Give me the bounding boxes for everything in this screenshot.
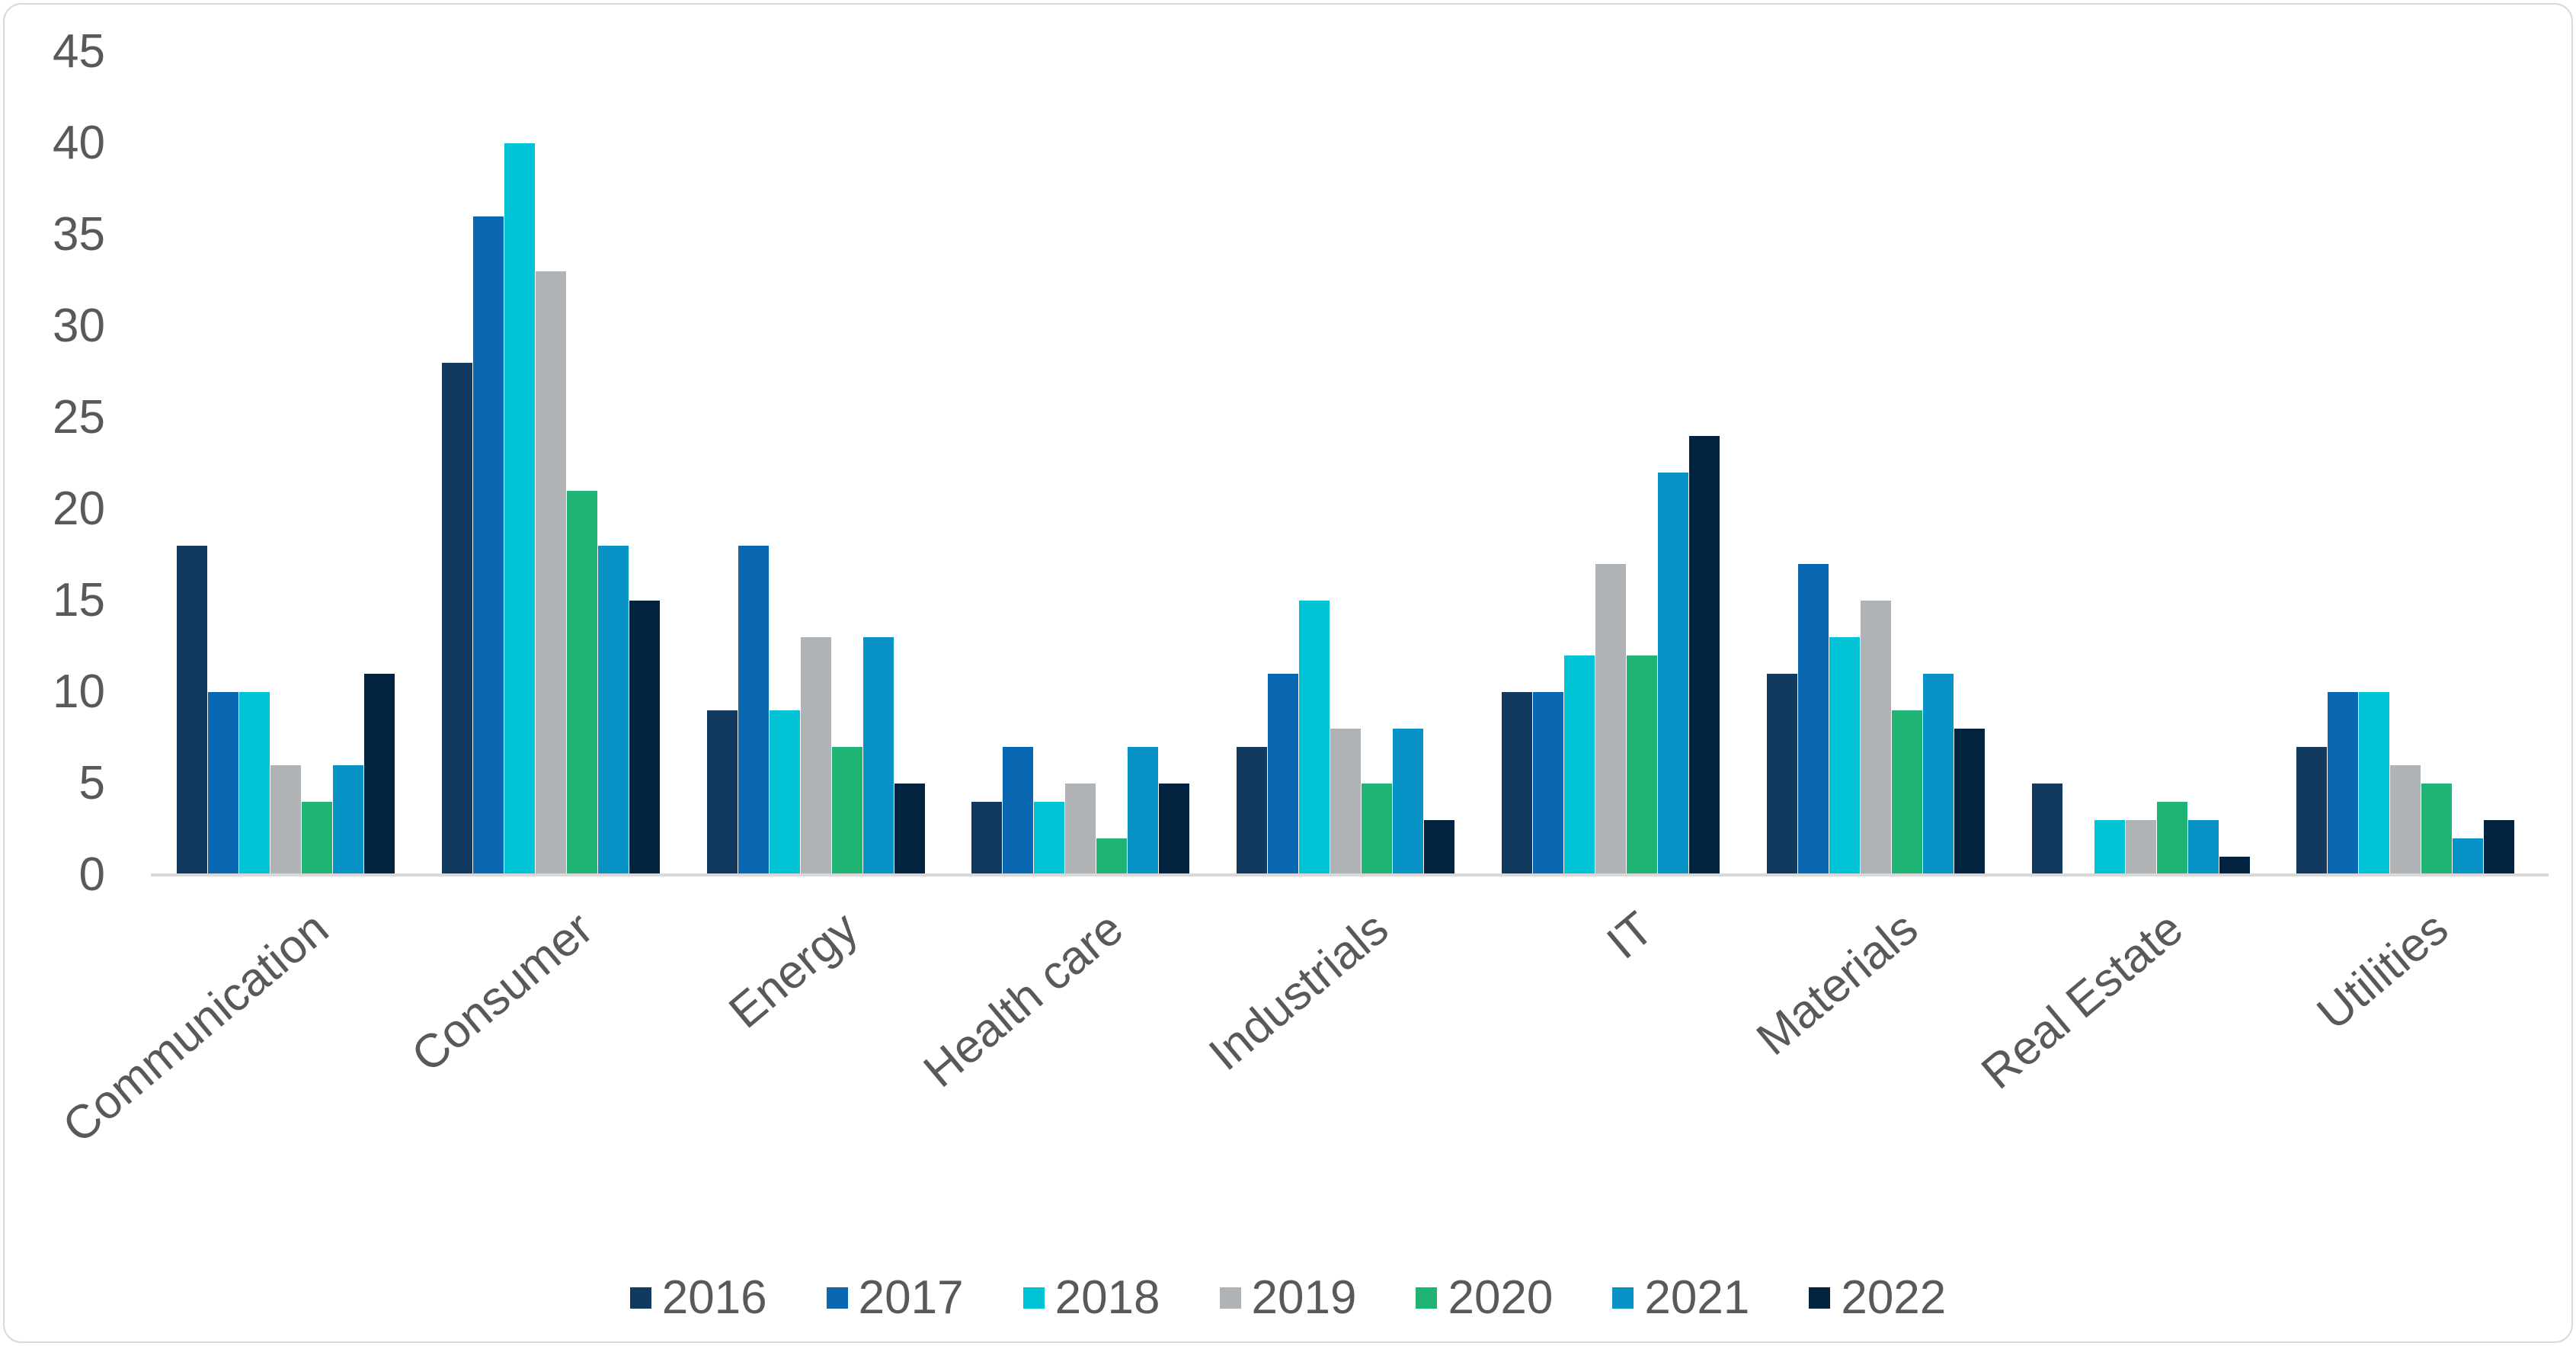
legend-label-2022: 2022 — [1841, 1271, 1947, 1324]
y-tick-label-5: 5 — [78, 757, 105, 809]
bar-utilities-2020[interactable] — [2421, 784, 2452, 873]
legend-label-2017: 2017 — [858, 1271, 964, 1324]
bar-energy-2016[interactable] — [707, 710, 738, 873]
legend-item-2022[interactable]: 2022 — [1809, 1274, 1946, 1322]
y-tick-label-40: 40 — [53, 117, 105, 169]
bar-utilities-2019[interactable] — [2390, 765, 2421, 873]
bar-it-2021[interactable] — [1658, 473, 1688, 873]
bar-health-care-2019[interactable] — [1065, 784, 1096, 873]
bar-real-estate-2016[interactable] — [2032, 784, 2062, 873]
bar-it-2022[interactable] — [1689, 436, 1720, 873]
legend-label-2016: 2016 — [661, 1271, 767, 1324]
y-tick-label-20: 20 — [53, 482, 105, 535]
bar-health-care-2020[interactable] — [1096, 838, 1127, 873]
bar-utilities-2016[interactable] — [2296, 747, 2327, 873]
bar-energy-2017[interactable] — [738, 546, 769, 873]
bar-consumer-2021[interactable] — [598, 546, 629, 873]
bar-energy-2020[interactable] — [832, 747, 862, 873]
bar-communication-2020[interactable] — [302, 802, 332, 873]
bar-communication-2018[interactable] — [239, 692, 270, 873]
legend-swatch-2021 — [1612, 1287, 1634, 1309]
y-tick-label-45: 45 — [53, 25, 105, 78]
y-tick-label-0: 0 — [78, 848, 105, 901]
bar-health-care-2021[interactable] — [1128, 747, 1158, 873]
legend-swatch-2017 — [826, 1287, 848, 1309]
bar-utilities-2022[interactable] — [2484, 820, 2514, 873]
bar-utilities-2017[interactable] — [2328, 692, 2358, 873]
legend-item-2020[interactable]: 2020 — [1416, 1274, 1553, 1322]
y-tick-label-30: 30 — [53, 300, 105, 352]
bar-it-2017[interactable] — [1533, 692, 1563, 873]
legend-swatch-2020 — [1416, 1287, 1438, 1309]
legend-swatch-2022 — [1809, 1287, 1831, 1309]
bar-communication-2022[interactable] — [364, 674, 395, 873]
bar-it-2016[interactable] — [1502, 692, 1532, 873]
bar-energy-2022[interactable] — [894, 784, 925, 873]
bar-consumer-2016[interactable] — [442, 363, 472, 873]
bar-utilities-2021[interactable] — [2453, 838, 2483, 873]
bar-consumer-2018[interactable] — [504, 143, 535, 873]
bar-materials-2021[interactable] — [1923, 674, 1954, 873]
y-tick-label-25: 25 — [53, 391, 105, 444]
y-tick-label-10: 10 — [53, 665, 105, 718]
bar-energy-2019[interactable] — [801, 637, 831, 873]
bar-industrials-2019[interactable] — [1330, 729, 1361, 873]
bar-materials-2019[interactable] — [1861, 601, 1891, 873]
bar-energy-2018[interactable] — [770, 710, 800, 873]
bar-utilities-2018[interactable] — [2359, 692, 2389, 873]
bar-materials-2016[interactable] — [1767, 674, 1797, 873]
bar-health-care-2016[interactable] — [971, 802, 1002, 873]
bar-materials-2022[interactable] — [1954, 729, 1985, 873]
legend: 2016 2017 2018 2019 2020 2021 2022 — [0, 1274, 2576, 1322]
chart-border — [3, 3, 2573, 1343]
legend-swatch-2019 — [1219, 1287, 1241, 1309]
bar-health-care-2017[interactable] — [1003, 747, 1033, 873]
bar-materials-2020[interactable] — [1892, 710, 1922, 873]
bar-real-estate-2020[interactable] — [2157, 802, 2187, 873]
legend-swatch-2018 — [1022, 1287, 1045, 1309]
bar-industrials-2022[interactable] — [1424, 820, 1454, 873]
bar-communication-2017[interactable] — [208, 692, 238, 873]
legend-label-2018: 2018 — [1054, 1271, 1160, 1324]
bar-industrials-2020[interactable] — [1362, 784, 1392, 873]
bar-consumer-2017[interactable] — [473, 216, 504, 873]
bar-communication-2021[interactable] — [333, 765, 363, 873]
legend-swatch-2016 — [629, 1287, 651, 1309]
bar-industrials-2017[interactable] — [1268, 674, 1298, 873]
bar-consumer-2020[interactable] — [567, 491, 597, 873]
legend-item-2021[interactable]: 2021 — [1612, 1274, 1749, 1322]
bar-health-care-2018[interactable] — [1034, 802, 1064, 873]
bar-real-estate-2018[interactable] — [2094, 820, 2125, 873]
y-tick-label-15: 15 — [53, 574, 105, 627]
bar-industrials-2018[interactable] — [1299, 601, 1330, 873]
bar-communication-2019[interactable] — [270, 765, 301, 873]
bar-it-2019[interactable] — [1595, 564, 1626, 873]
bar-it-2020[interactable] — [1627, 655, 1657, 873]
bar-it-2018[interactable] — [1564, 655, 1595, 873]
bar-real-estate-2019[interactable] — [2126, 820, 2156, 873]
bar-industrials-2021[interactable] — [1393, 729, 1423, 873]
legend-label-2021: 2021 — [1644, 1271, 1750, 1324]
y-tick-label-35: 35 — [53, 208, 105, 261]
bar-energy-2021[interactable] — [863, 637, 894, 873]
legend-item-2016[interactable]: 2016 — [629, 1271, 767, 1324]
bar-real-estate-2022[interactable] — [2219, 857, 2250, 873]
bar-communication-2016[interactable] — [177, 546, 207, 873]
bar-materials-2017[interactable] — [1798, 564, 1829, 873]
legend-item-2018[interactable]: 2018 — [1022, 1271, 1160, 1324]
bar-consumer-2022[interactable] — [629, 601, 660, 873]
bar-health-care-2022[interactable] — [1159, 784, 1189, 873]
bar-materials-2018[interactable] — [1829, 637, 1860, 873]
legend-label-2020: 2020 — [1448, 1271, 1554, 1324]
legend-item-2017[interactable]: 2017 — [826, 1271, 964, 1324]
legend-item-2019[interactable]: 2019 — [1219, 1271, 1357, 1324]
bar-industrials-2016[interactable] — [1237, 747, 1267, 873]
bar-real-estate-2021[interactable] — [2188, 820, 2219, 873]
x-axis-line — [151, 873, 2549, 877]
bar-consumer-2019[interactable] — [536, 271, 566, 873]
legend-label-2019: 2019 — [1251, 1271, 1357, 1324]
